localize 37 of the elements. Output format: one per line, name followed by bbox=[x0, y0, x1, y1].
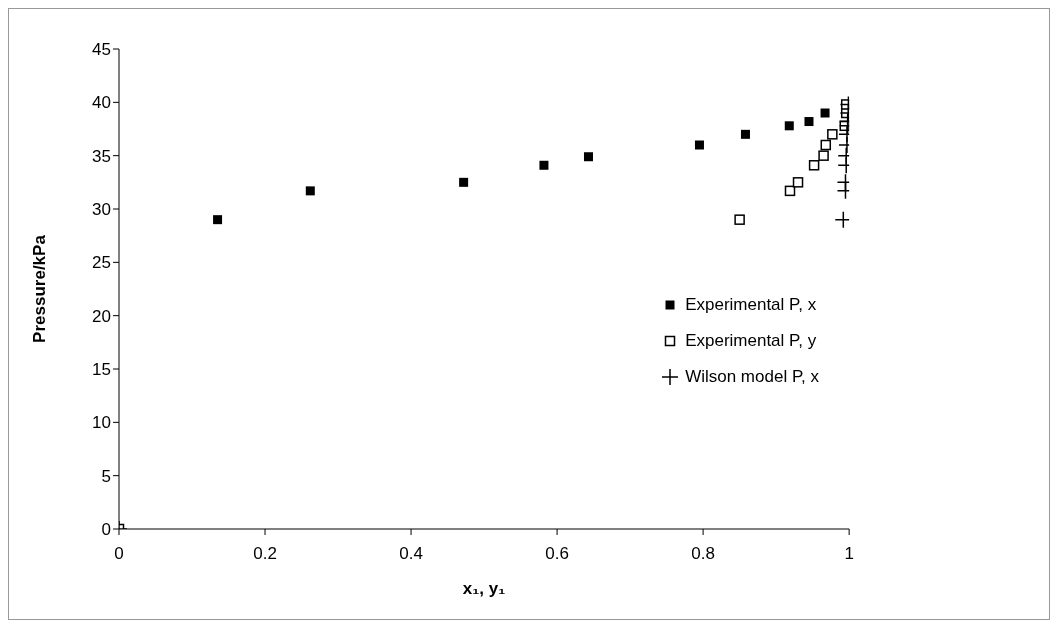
point bbox=[820, 108, 830, 118]
x-tick-label: 0.4 bbox=[399, 544, 423, 564]
point bbox=[827, 129, 838, 140]
point bbox=[804, 117, 814, 127]
point bbox=[305, 186, 315, 196]
point bbox=[539, 160, 549, 170]
point bbox=[459, 177, 469, 187]
point bbox=[734, 214, 745, 225]
y-tick-label: 5 bbox=[101, 466, 111, 486]
legend-label: Wilson model P, x bbox=[685, 367, 819, 387]
point bbox=[694, 140, 704, 150]
y-tick-label: 40 bbox=[92, 93, 111, 113]
point bbox=[792, 177, 804, 188]
point bbox=[583, 152, 593, 162]
y-tick-label: 30 bbox=[92, 200, 111, 220]
y-axis-title: Pressure/kPa bbox=[30, 234, 50, 343]
point bbox=[818, 150, 829, 161]
point bbox=[808, 160, 820, 171]
y-tick-label: 35 bbox=[92, 146, 111, 166]
point bbox=[740, 129, 750, 139]
y-tick-label: 0 bbox=[101, 520, 111, 540]
x-axis-title: x₁, y₁ bbox=[462, 579, 506, 598]
y-tick-label: 15 bbox=[92, 360, 111, 380]
x-tick-label: 0.6 bbox=[545, 544, 569, 564]
y-tick-label: 25 bbox=[92, 253, 111, 273]
y-tick-label: 10 bbox=[92, 413, 111, 433]
y-tick-label: 45 bbox=[92, 40, 111, 60]
x-tick-label: 0.2 bbox=[253, 544, 277, 564]
y-tick-label: 20 bbox=[92, 306, 111, 326]
x-tick-label: 1 bbox=[844, 544, 854, 564]
x-tick-label: 0.8 bbox=[691, 544, 715, 564]
legend-label: Experimental P, x bbox=[685, 295, 817, 315]
point bbox=[820, 139, 832, 151]
legend-label: Experimental P, y bbox=[685, 331, 817, 351]
point bbox=[213, 215, 223, 225]
x-tick-label: 0 bbox=[114, 544, 124, 564]
point bbox=[784, 121, 794, 131]
